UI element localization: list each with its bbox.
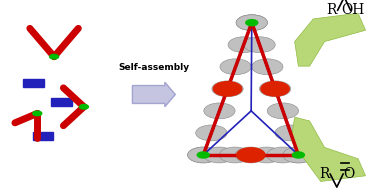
Circle shape — [228, 37, 259, 53]
Circle shape — [252, 59, 283, 75]
Circle shape — [261, 82, 289, 96]
Circle shape — [196, 125, 227, 141]
Circle shape — [188, 147, 219, 163]
Circle shape — [50, 54, 59, 59]
Bar — [51, 98, 72, 106]
Circle shape — [283, 147, 314, 163]
Polygon shape — [295, 13, 366, 66]
Circle shape — [251, 147, 282, 163]
Circle shape — [79, 105, 88, 109]
Circle shape — [33, 111, 42, 116]
Polygon shape — [291, 117, 366, 181]
Circle shape — [283, 147, 314, 163]
Circle shape — [246, 20, 258, 26]
Circle shape — [236, 148, 265, 162]
Bar — [33, 132, 53, 140]
Text: Self-assembly: Self-assembly — [119, 63, 189, 72]
Text: R: R — [326, 3, 337, 17]
Bar — [23, 79, 44, 87]
Circle shape — [213, 82, 242, 96]
Circle shape — [275, 125, 306, 141]
Text: OH: OH — [341, 3, 364, 17]
Circle shape — [267, 147, 298, 163]
Circle shape — [235, 147, 267, 163]
Circle shape — [292, 152, 304, 158]
Text: R: R — [319, 167, 329, 181]
Circle shape — [244, 37, 275, 53]
Circle shape — [219, 147, 251, 163]
Circle shape — [267, 103, 298, 119]
Circle shape — [204, 103, 235, 119]
Text: O: O — [343, 167, 354, 181]
Circle shape — [236, 15, 267, 31]
FancyArrow shape — [132, 82, 175, 107]
Circle shape — [212, 81, 243, 97]
Circle shape — [260, 81, 291, 97]
Circle shape — [197, 152, 209, 158]
Circle shape — [236, 15, 267, 31]
Circle shape — [188, 147, 219, 163]
Circle shape — [220, 59, 251, 75]
Circle shape — [204, 147, 235, 163]
